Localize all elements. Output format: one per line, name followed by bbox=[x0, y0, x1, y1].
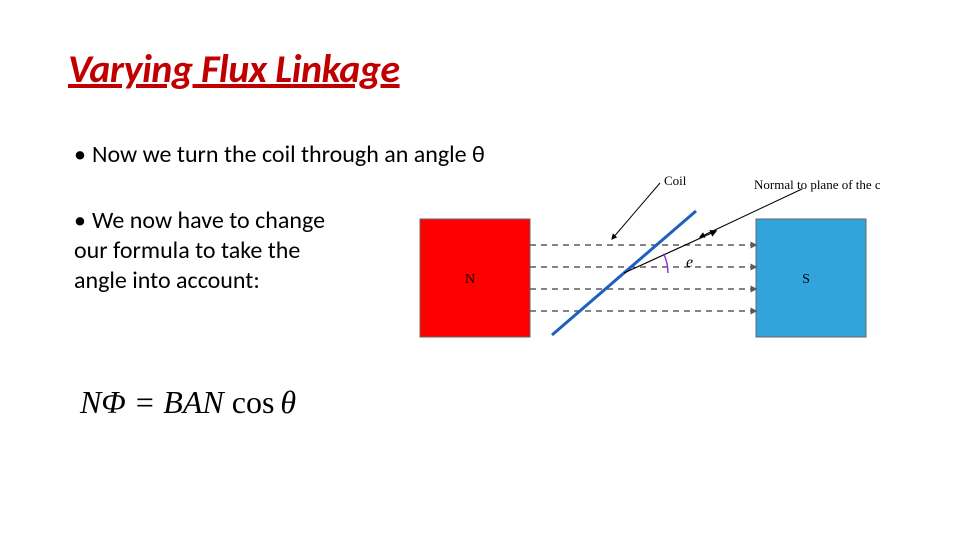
bullet-2-line3: angle into account: bbox=[74, 266, 260, 295]
label-normal: Normal to plane of the coil bbox=[754, 177, 880, 192]
formula-cos: cos bbox=[232, 384, 275, 420]
formula-BAN: BAN bbox=[163, 384, 223, 420]
angle-arc bbox=[664, 254, 668, 273]
formula: NΦ = BANcosθ bbox=[80, 384, 296, 421]
bullet-2-line1: We now have to change bbox=[92, 206, 325, 235]
label-coil: Coil bbox=[664, 175, 687, 188]
bullet-1: •Now we turn the coil through an angle θ bbox=[74, 140, 485, 169]
formula-theta: θ bbox=[280, 384, 296, 420]
slide-title: Varying Flux Linkage bbox=[68, 44, 400, 93]
label-S: S bbox=[802, 272, 810, 287]
pointer-coil bbox=[612, 183, 660, 239]
south-pole bbox=[756, 219, 866, 337]
formula-N: N bbox=[80, 384, 101, 420]
bullet-2: •We now have to change our formula to ta… bbox=[74, 206, 325, 296]
formula-eq: = bbox=[126, 384, 164, 420]
bullet-dot: • bbox=[74, 140, 86, 169]
bullet-dot: • bbox=[74, 206, 86, 235]
bullet-2-line2: our formula to take the bbox=[74, 236, 300, 265]
formula-Phi: Φ bbox=[101, 384, 125, 420]
bullet-1-text: Now we turn the coil through an angle θ bbox=[92, 140, 485, 169]
normal-line bbox=[624, 231, 716, 273]
label-N: N bbox=[465, 272, 475, 287]
slide: Varying Flux Linkage •Now we turn the co… bbox=[0, 0, 960, 540]
label-e: e bbox=[686, 254, 693, 271]
diagram: Coil Normal to plane of the coil e N S bbox=[400, 175, 880, 365]
